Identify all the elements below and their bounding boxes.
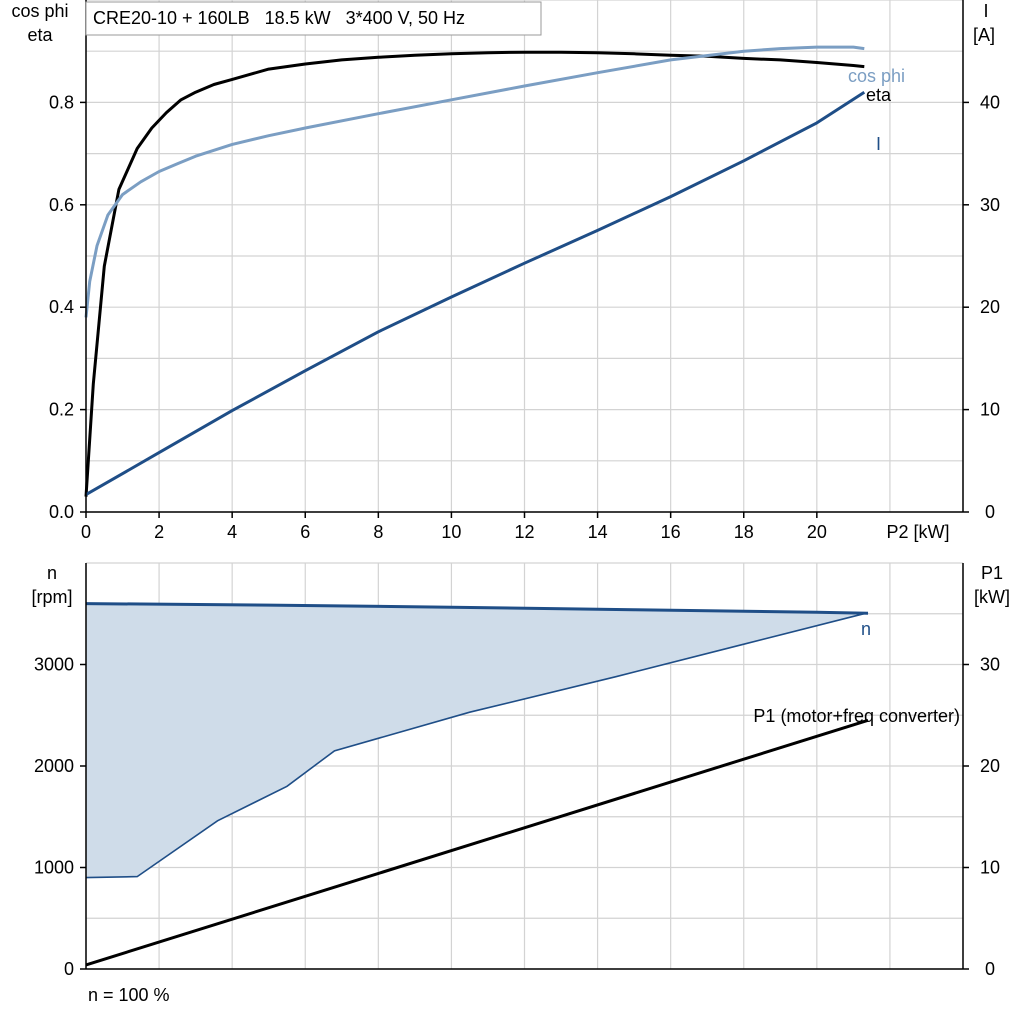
top-right-tick-label: 40 (980, 92, 1000, 112)
bottom-left-tick-label: 3000 (34, 655, 74, 675)
bottom-right-tick-label: 20 (980, 756, 1000, 776)
bottom-right-tick-label: 0 (985, 959, 995, 979)
bottom-right-axis-label-2: [kW] (974, 587, 1010, 607)
title-box-text: CRE20-10 + 160LB 18.5 kW 3*400 V, 50 Hz (93, 8, 465, 28)
bottom-right-axis-label-1: P1 (981, 563, 1003, 583)
top-left-tick-label: 0.8 (49, 92, 74, 112)
series-line-eta (84, 50, 865, 497)
top-left-axis-label-1: cos phi (11, 1, 68, 21)
top-x-axis-label: P2 [kW] (886, 522, 949, 542)
top-x-tick-label: 4 (227, 522, 237, 542)
top-grid (85, 0, 964, 513)
bottom-chart: 0 1000 2000 3000 0 10 20 30 n [rpm] P1 [kW] n P… (31, 562, 1010, 1005)
bottom-left-tick-label: 2000 (34, 756, 74, 776)
top-x-tick-label: 0 (81, 522, 91, 542)
footnote: n = 100 % (88, 985, 170, 1005)
bottom-ticks: 0 1000 2000 3000 0 10 20 30 (34, 655, 1000, 980)
series-line-p1 (85, 718, 869, 967)
top-left-axis-label-2: eta (27, 25, 53, 45)
series-label-eta: eta (866, 85, 892, 105)
bottom-left-axis-label-1: n (47, 563, 57, 583)
bottom-right-tick-label: 30 (980, 655, 1000, 675)
top-left-tick-label: 0.4 (49, 297, 74, 317)
top-right-axis-label-1: I (983, 1, 988, 21)
top-right-tick-label: 20 (980, 297, 1000, 317)
top-x-tick-label: 8 (373, 522, 383, 542)
top-left-tick-label: 0.6 (49, 195, 74, 215)
top-x-tick-label: 12 (514, 522, 534, 542)
top-series (84, 45, 866, 497)
top-chart: 0.0 0.2 0.4 0.6 0.8 0 10 20 30 40 0 2 4 6 8 10 12 14 16 18 2… (11, 0, 1000, 542)
series-label-i: I (876, 134, 881, 154)
top-x-tick-label: 18 (734, 522, 754, 542)
top-right-tick-label: 10 (980, 400, 1000, 420)
bottom-right-tick-label: 10 (980, 858, 1000, 878)
top-left-tick-label: 0.0 (49, 502, 74, 522)
bottom-left-tick-label: 0 (64, 959, 74, 979)
speed-range-area (86, 603, 868, 878)
bottom-series (85, 602, 869, 967)
series-label-n: n (861, 619, 871, 639)
top-x-tick-label: 2 (154, 522, 164, 542)
top-right-tick-label: 0 (985, 502, 995, 522)
top-ticks: 0.0 0.2 0.4 0.6 0.8 0 10 20 30 40 0 2 4 6 8 10 12 14 16 18 2… (49, 92, 1000, 542)
top-x-tick-label: 16 (661, 522, 681, 542)
series-label-p1: P1 (motor+freq converter) (753, 706, 960, 726)
top-left-tick-label: 0.2 (49, 400, 74, 420)
top-right-axis-label-2: [A] (973, 25, 995, 45)
top-right-tick-label: 30 (980, 195, 1000, 215)
bottom-left-tick-label: 1000 (34, 858, 74, 878)
series-line-cos-phi (84, 45, 865, 318)
series-label-cos-phi: cos phi (848, 66, 905, 86)
series-line-i (85, 90, 866, 496)
top-x-tick-label: 14 (588, 522, 608, 542)
series-line-n (85, 602, 869, 615)
bottom-left-axis-label-2: [rpm] (31, 587, 72, 607)
series-line-n-lower (85, 611, 869, 879)
top-x-tick-label: 6 (300, 522, 310, 542)
top-x-tick-label: 20 (807, 522, 827, 542)
top-x-tick-label: 10 (441, 522, 461, 542)
title-box: CRE20-10 + 160LB 18.5 kW 3*400 V, 50 Hz (85, 1, 542, 36)
